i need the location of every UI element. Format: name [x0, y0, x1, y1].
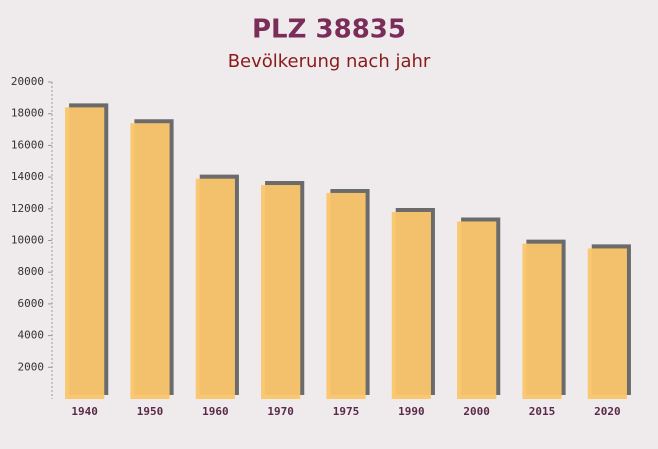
x-tick-label: 2020: [594, 405, 621, 418]
bar: [195, 178, 235, 399]
bar: [65, 107, 105, 400]
bar: [261, 185, 301, 399]
chart-subtitle: Bevölkerung nach jahr: [228, 51, 431, 72]
y-tick-label: 8000: [18, 265, 45, 278]
y-tick-label: 18000: [11, 107, 44, 120]
x-tick-label: 1960: [202, 405, 229, 418]
y-tick-label: 12000: [11, 202, 44, 215]
y-tick-label: 2000: [18, 360, 45, 373]
bar: [587, 248, 627, 399]
y-tick-label: 14000: [11, 170, 44, 183]
y-tick-label: 10000: [11, 234, 44, 247]
y-tick-label: 16000: [11, 138, 44, 151]
x-tick-label: 2015: [529, 405, 556, 418]
bar: [457, 221, 497, 399]
x-tick-label: 2000: [463, 405, 490, 418]
x-tick-label: 1940: [71, 405, 98, 418]
x-tick-label: 1975: [333, 405, 360, 418]
bar: [130, 123, 170, 400]
x-tick-label: 1970: [267, 405, 294, 418]
y-tick-label: 4000: [18, 329, 45, 342]
y-tick-label: 6000: [18, 297, 45, 310]
y-tick-label: 20000: [11, 75, 44, 88]
x-tick-label: 1950: [137, 405, 164, 418]
bar: [522, 243, 562, 399]
chart-title: PLZ 38835: [252, 15, 406, 45]
bar: [326, 192, 366, 399]
bar: [391, 211, 431, 399]
x-tick-label: 1990: [398, 405, 425, 418]
